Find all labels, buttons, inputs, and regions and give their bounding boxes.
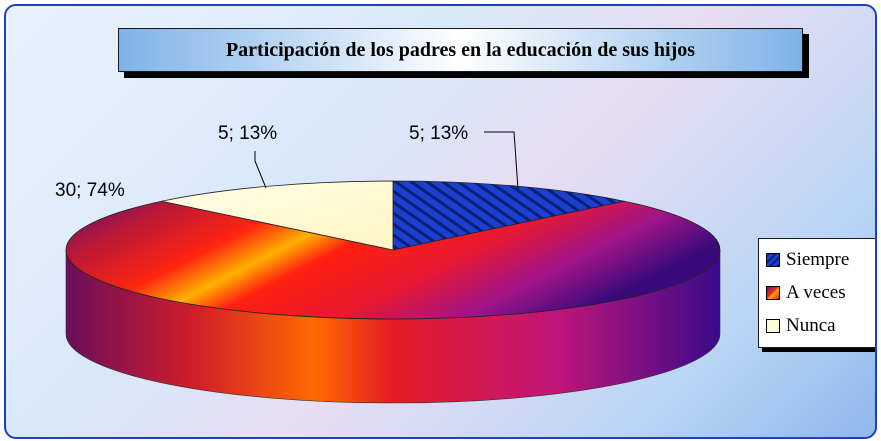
leader-line-siempre <box>484 131 519 190</box>
legend-swatch <box>766 319 780 333</box>
data-label-a-veces: 30; 74% <box>55 180 125 201</box>
leader-line-nunca <box>254 151 267 189</box>
chart-title-box: Participación de los padres en la educac… <box>118 28 803 72</box>
legend-item-nunca: Nunca <box>766 313 836 339</box>
slice-a-veces <box>65 200 721 320</box>
legend: Siempre A veces Nunca <box>758 238 875 348</box>
slice-nunca <box>161 180 394 251</box>
chart-title: Participación de los padres en la educac… <box>225 38 696 61</box>
legend-item-siempre: Siempre <box>766 247 849 273</box>
chart-frame: Participación de los padres en la educac… <box>4 4 877 439</box>
legend-label: A veces <box>786 282 846 303</box>
data-label-nunca: 5; 13% <box>218 123 277 144</box>
pie-chart: 5; 13% 30; 74% 5; 13% <box>55 123 721 404</box>
legend-item-a-veces: A veces <box>766 280 846 306</box>
legend-label: Nunca <box>786 315 836 336</box>
legend-label: Siempre <box>786 249 850 270</box>
data-label-siempre: 5; 13% <box>409 123 468 144</box>
legend-swatch <box>766 286 780 300</box>
legend-swatch <box>766 253 780 267</box>
